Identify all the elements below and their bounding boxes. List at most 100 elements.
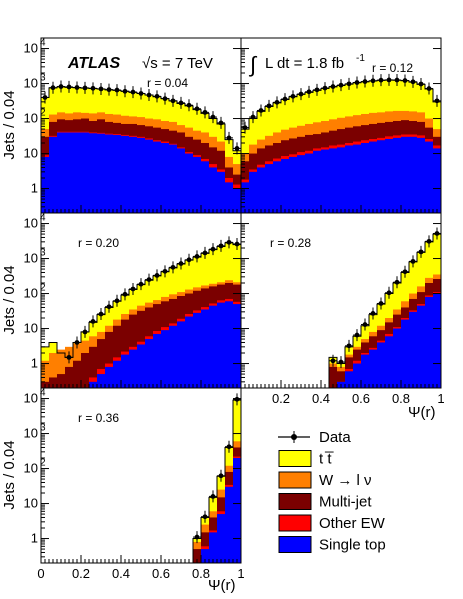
- y-tick-exponent: 2: [40, 283, 46, 294]
- y-tick-label: 1: [31, 531, 38, 546]
- data-point: [194, 106, 200, 112]
- singletop-bar: [81, 132, 90, 213]
- ylabel-top: Jets / 0.04: [1, 90, 18, 159]
- singletop-bar: [433, 148, 441, 213]
- data-point: [82, 329, 88, 335]
- data-point: [226, 239, 232, 245]
- singletop-bar: [233, 188, 241, 213]
- singletop-bar: [201, 549, 210, 563]
- singletop-bar: [201, 161, 210, 213]
- data-point: [378, 301, 384, 306]
- singletop-bar: [433, 293, 441, 388]
- singletop-bar: [41, 156, 50, 213]
- data-point: [202, 514, 208, 520]
- energy-label: √s = 7 TeV: [142, 55, 213, 72]
- singletop-bar: [409, 136, 418, 213]
- plot-area: [241, 73, 441, 213]
- singletop-bar: [153, 141, 162, 213]
- legend-data-marker: [291, 434, 297, 440]
- y-tick-label: 1: [31, 356, 38, 371]
- data-point: [154, 93, 160, 99]
- lumi-integral: ∫: [248, 52, 258, 77]
- legend-label: Multi-jet: [319, 494, 372, 511]
- multijet-bar: [65, 366, 74, 388]
- data-point: [138, 281, 144, 287]
- legend-item-wlnu: W → l ν: [278, 471, 372, 489]
- data-point: [122, 291, 128, 297]
- legend-label: Data: [319, 429, 351, 446]
- y-tick-label: 10: [24, 251, 38, 266]
- atlas-label: ATLAS: [67, 55, 120, 72]
- multijet-bar: [193, 549, 202, 563]
- data-point: [90, 318, 96, 324]
- singletop-bar: [417, 137, 426, 213]
- singletop-bar: [177, 321, 186, 388]
- legend-label: t t̅: [319, 451, 334, 468]
- singletop-bar: [185, 316, 194, 388]
- total-outline: [192, 399, 241, 563]
- data-point: [346, 343, 352, 349]
- singletop-bar: [129, 349, 138, 388]
- data-point: [426, 86, 432, 91]
- y-tick-label: 10: [24, 321, 38, 336]
- x-tick-label: 0.2: [272, 391, 290, 406]
- singletop-bar: [385, 139, 394, 213]
- data-point: [66, 84, 72, 90]
- y-tick-label: 10: [24, 426, 38, 441]
- y-tick-label: 10: [24, 76, 38, 91]
- legend-swatch-multijet: [278, 493, 312, 510]
- singletop-bar: [361, 143, 370, 213]
- singletop-bar: [241, 182, 250, 213]
- data-point: [90, 85, 96, 91]
- legend-item-ttbar: t t̅: [278, 450, 334, 468]
- singletop-bar: [217, 514, 226, 563]
- legend-item-singletop: Single top: [278, 536, 386, 554]
- data-point: [178, 100, 184, 106]
- singletop-bar: [329, 148, 338, 213]
- data-point: [114, 298, 120, 304]
- data-point: [410, 258, 416, 264]
- data-point: [250, 114, 256, 120]
- data-point: [426, 238, 432, 244]
- r-label: r = 0.04: [147, 76, 188, 90]
- singletop-bar: [225, 486, 234, 563]
- legend-label: Other EW: [319, 515, 386, 532]
- singletop-bar: [393, 328, 402, 388]
- singletop-bar: [193, 156, 202, 213]
- data-point: [106, 87, 112, 93]
- y-tick-label: 10: [24, 461, 38, 476]
- singletop-bar: [105, 366, 114, 388]
- legend: Data t t̅ W → l ν Multi-jet Other EW Single t…: [278, 429, 386, 554]
- panel-2: r = 0.12: [240, 37, 442, 214]
- data-point: [218, 120, 224, 126]
- data-point: [98, 86, 104, 92]
- data-point: [258, 108, 264, 113]
- x-tick-label: 1: [237, 566, 244, 581]
- singletop-bar: [225, 301, 234, 388]
- singletop-bar: [161, 330, 170, 388]
- data-point: [218, 473, 224, 479]
- singletop-bar: [65, 132, 74, 213]
- data-point: [306, 89, 312, 95]
- singletop-bar: [401, 319, 410, 388]
- multijet-bar: [113, 325, 122, 388]
- singletop-bar: [401, 136, 410, 213]
- x-tick-label: 0.8: [392, 391, 410, 406]
- data-point: [170, 98, 176, 104]
- x-tick-label: 0.4: [312, 391, 330, 406]
- data-point: [410, 79, 416, 85]
- multijet-bar: [329, 366, 338, 388]
- singletop-bar: [425, 141, 434, 213]
- y-tick-label: 10: [24, 216, 38, 231]
- data-point: [394, 279, 400, 285]
- multijet-bar: [57, 374, 66, 388]
- data-point: [218, 243, 224, 249]
- singletop-bar: [73, 132, 82, 213]
- singletop-bar: [369, 141, 378, 213]
- legend-swatch-singletop: [278, 536, 312, 553]
- data-point: [346, 81, 352, 87]
- data-point: [154, 272, 160, 278]
